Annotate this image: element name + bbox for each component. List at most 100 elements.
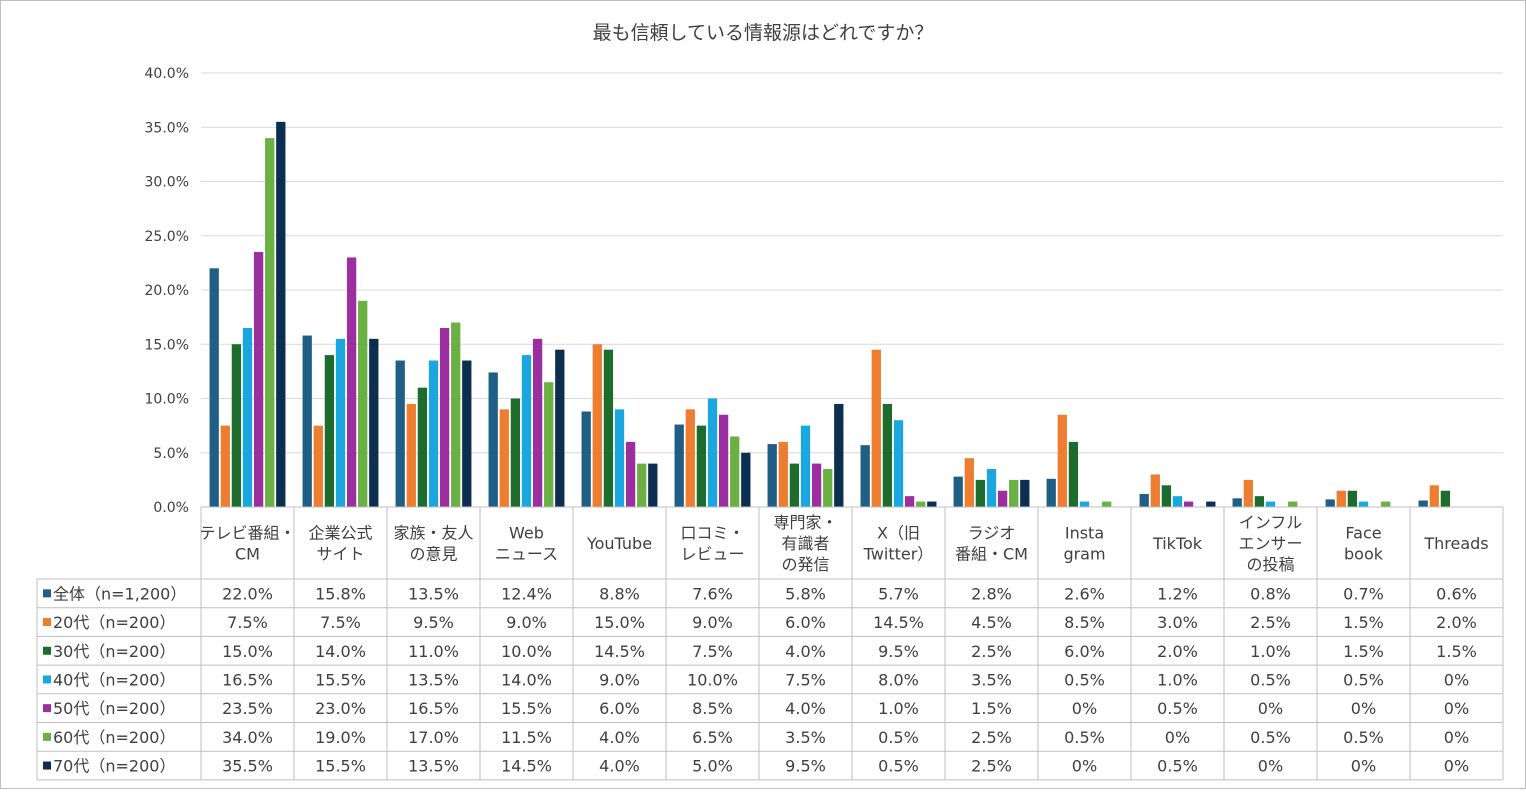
bar — [637, 463, 647, 507]
bar — [439, 327, 450, 507]
data-label: 23.0% — [315, 699, 366, 718]
data-label: 1.2% — [1157, 584, 1198, 603]
bar — [417, 387, 428, 507]
x-tick-label: 専門家・ — [773, 513, 837, 532]
data-label: 4.0% — [785, 642, 826, 661]
data-label: 0.5% — [1343, 728, 1384, 747]
bars — [209, 121, 1451, 508]
y-axis-ticks: 0.0% 5.0% 10.0% 15.0% 20.0% 25.0% 30.0% 35.0% 40… — [145, 66, 189, 516]
data-label: 2.5% — [971, 642, 1012, 661]
data-label: 14.0% — [501, 670, 552, 689]
data-label: 0% — [1444, 757, 1469, 776]
data-label: 2.5% — [1250, 613, 1291, 632]
bar — [499, 409, 509, 507]
bar — [964, 458, 974, 507]
bar — [1046, 478, 1056, 507]
data-label: 3.5% — [971, 670, 1012, 689]
bar — [242, 327, 253, 507]
data-label: 15.0% — [222, 642, 273, 661]
data-label: 7.6% — [692, 584, 733, 603]
data-label: 15.5% — [315, 757, 366, 776]
bar — [510, 398, 521, 507]
data-label: 1.5% — [971, 699, 1012, 718]
chart-title: 最も信頼している情報源はどれですか？ — [593, 22, 934, 44]
bar — [428, 360, 439, 507]
bar — [451, 322, 461, 507]
data-label: 0.7% — [1343, 584, 1384, 603]
bar — [581, 411, 591, 507]
legend-label: 30代（n=200） — [53, 642, 175, 661]
data-label: 1.0% — [1157, 670, 1198, 689]
data-label: 7.5% — [227, 613, 268, 632]
data-label: 0.5% — [1157, 757, 1198, 776]
data-label: 0.5% — [1064, 670, 1105, 689]
legend-label: 50代（n=200） — [53, 699, 175, 718]
data-label: 2.0% — [1436, 613, 1477, 632]
bar — [1265, 501, 1276, 507]
x-tick-label: ラジオ — [968, 524, 1016, 543]
legend-label: 全体（n=1,200） — [53, 584, 186, 603]
x-tick-label: サイト — [316, 545, 364, 564]
data-label: 16.5% — [408, 699, 459, 718]
x-tick-label: Insta — [1065, 524, 1104, 543]
data-label: 14.5% — [594, 642, 645, 661]
data-label: 10.0% — [501, 642, 552, 661]
data-label: 3.0% — [1157, 613, 1198, 632]
data-label: 0.8% — [1250, 584, 1291, 603]
data-label: 11.0% — [408, 642, 459, 661]
bar — [1254, 496, 1265, 507]
data-label: 4.5% — [971, 613, 1012, 632]
bar — [625, 441, 636, 507]
data-label: 4.0% — [785, 699, 826, 718]
x-tick-label: YouTube — [586, 534, 652, 553]
legend-swatch — [43, 646, 51, 655]
data-label: 7.5% — [692, 642, 733, 661]
bar — [1172, 496, 1183, 507]
x-tick-label: Twitter） — [863, 545, 934, 564]
data-label: 6.0% — [599, 699, 640, 718]
bar — [778, 441, 788, 507]
bar — [707, 398, 718, 507]
bar — [1440, 490, 1451, 507]
x-tick-label: レビュー — [680, 545, 744, 564]
legend-swatch — [43, 761, 51, 770]
data-label: 23.5% — [222, 699, 273, 718]
legend-label: 20代（n=200） — [53, 613, 175, 632]
bar — [521, 355, 532, 507]
y-tick-label: 10.0% — [145, 392, 189, 408]
data-label: 19.0% — [315, 728, 366, 747]
data-label: 7.5% — [785, 670, 826, 689]
y-tick-label: 40.0% — [145, 66, 189, 82]
data-label: 13.5% — [408, 757, 459, 776]
bar — [975, 479, 986, 508]
data-label: 1.0% — [878, 699, 919, 718]
data-label: 13.5% — [408, 670, 459, 689]
bar — [462, 360, 472, 507]
data-label: 0.5% — [1343, 670, 1384, 689]
data-label: 11.5% — [501, 728, 552, 747]
bar — [927, 501, 937, 507]
bar — [346, 257, 357, 507]
x-tick-label: の投稿 — [1246, 555, 1294, 574]
bar — [1139, 493, 1149, 507]
data-label: 1.5% — [1343, 613, 1384, 632]
bar — [313, 425, 323, 508]
bar — [893, 420, 904, 507]
bar — [730, 436, 740, 507]
data-label: 0.5% — [1250, 670, 1291, 689]
bar — [1020, 479, 1030, 508]
bar — [811, 463, 822, 507]
bar — [741, 452, 751, 507]
bar — [953, 476, 963, 507]
y-tick-label: 35.0% — [145, 120, 189, 136]
bar — [800, 425, 811, 508]
bar — [1358, 501, 1369, 507]
data-label: 2.8% — [971, 584, 1012, 603]
x-tick-label: ニュース — [495, 545, 558, 564]
bar — [1057, 414, 1067, 507]
data-label: 9.5% — [785, 757, 826, 776]
y-tick-label: 5.0% — [153, 446, 189, 462]
data-label: 7.5% — [320, 613, 361, 632]
data-label: 0% — [1258, 757, 1283, 776]
